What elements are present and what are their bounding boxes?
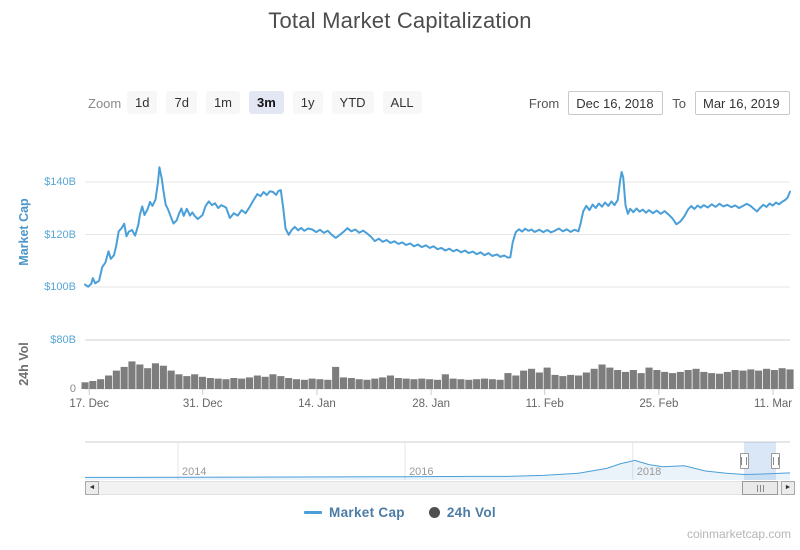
zoom-button-all[interactable]: ALL [382, 91, 422, 114]
main-plot-area[interactable] [85, 148, 790, 310]
x-axis-label-17Dec: 17. Dec [69, 398, 110, 410]
y-axis-label-$100B: $100B [44, 281, 76, 293]
legend-market-cap-label: Market Cap [329, 505, 405, 520]
zoom-button-3m[interactable]: 3m [249, 91, 284, 114]
zoom-button-1y[interactable]: 1y [292, 91, 323, 114]
x-axis-label-11Feb: 11. Feb [525, 398, 564, 410]
dot-series-icon [428, 507, 440, 518]
to-label: To [672, 95, 686, 111]
scrollbar-track[interactable] [85, 481, 795, 495]
x-axis-label-11Mar: 11. Mar [754, 398, 793, 410]
legend-24h-vol-label: 24h Vol [446, 505, 496, 520]
x-axis-label-28Jan: 28. Jan [412, 398, 450, 410]
vol-axis-label-$80B: $80B [50, 334, 76, 346]
from-date-input[interactable] [568, 91, 664, 115]
zoom-button-1m[interactable]: 1m [205, 91, 240, 114]
date-range-controls: From To [529, 91, 790, 115]
legend-item-24h-vol[interactable]: 24h Vol [428, 505, 496, 520]
scrollbar-right-arrow-icon[interactable]: ► [781, 481, 795, 495]
navigator-year-2014: 2014 [182, 466, 207, 478]
from-label: From [528, 95, 560, 111]
navigator-handle-left[interactable] [739, 453, 749, 469]
scrollbar-thumb[interactable] [742, 481, 778, 495]
y-axis-title-24h-vol: 24h Vol [17, 342, 31, 386]
vol-axis-label-0: 0 [69, 383, 76, 395]
navigator-handle-right[interactable] [771, 453, 781, 469]
line-series-icon [304, 511, 323, 514]
legend: Market Cap 24h Vol [0, 505, 800, 520]
legend-item-market-cap[interactable]: Market Cap [304, 505, 405, 520]
page-title: Total Market Capitalization [268, 8, 532, 33]
zoom-button-7d[interactable]: 7d [166, 91, 197, 114]
navigator-year-2018: 2018 [636, 466, 662, 478]
y-axis-label-$120B: $120B [44, 228, 76, 241]
zoom-button-group: 1d 7d 1m 3m 1y YTD ALL [127, 91, 422, 114]
volume-plot-area[interactable] [85, 340, 790, 389]
y-axis-label-$140B: $140B [44, 176, 76, 188]
navigator-year-2016: 2016 [409, 466, 434, 478]
zoom-label: Zoom [88, 96, 122, 111]
x-axis-label-25Feb: 25. Feb [639, 398, 679, 410]
zoom-button-1d[interactable]: 1d [127, 91, 158, 114]
x-axis-label-14Jan: 14. Jan [298, 398, 336, 410]
y-axis-title-market-cap: Market Cap [17, 198, 31, 266]
navigator-selection[interactable] [744, 442, 776, 480]
x-axis-label-31Dec: 31. Dec [182, 398, 223, 410]
to-date-input[interactable] [695, 91, 790, 115]
scrollbar-left-arrow-icon[interactable]: ◄ [85, 481, 99, 495]
watermark: coinmarketcap.com [686, 527, 791, 541]
zoom-button-ytd[interactable]: YTD [331, 91, 374, 114]
